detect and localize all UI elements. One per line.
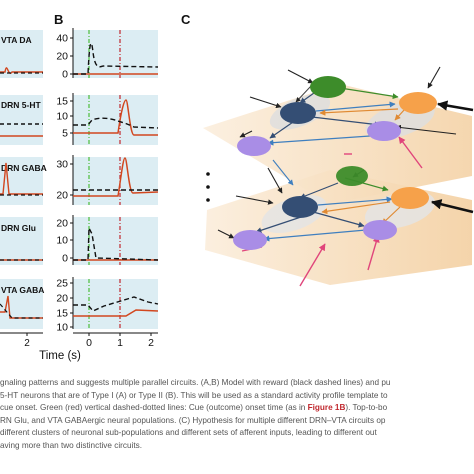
b-ytick-label: 30 bbox=[56, 159, 68, 171]
caption-line-3b: ). Top-to-bo bbox=[345, 403, 388, 412]
a-label-drn-5ht: DRN 5-HT bbox=[1, 100, 41, 110]
b-ytick-label: 5 bbox=[62, 128, 68, 140]
node-green-bottom bbox=[336, 166, 368, 186]
node-orange-top bbox=[399, 92, 437, 114]
b-ytick-label: 15 bbox=[56, 96, 68, 108]
a-panel-drn-glu bbox=[0, 217, 43, 265]
ellipsis-dot bbox=[206, 198, 210, 202]
a-label-drn-glu: DRN Glu bbox=[1, 223, 36, 233]
x-axis-title: Time (s) bbox=[39, 350, 81, 362]
column-b: 40 20 0 15 10 5 30 20 20 10 0 25 20 15 10 0 1 2 Time (s) bbox=[39, 28, 159, 362]
caption-line-2: 5-HT neurons that are of Type I (A) or T… bbox=[0, 390, 388, 400]
b-ytick-label: 20 bbox=[56, 51, 68, 63]
b-ytick-label: 15 bbox=[56, 308, 68, 320]
node-purple-bottom-right bbox=[363, 220, 397, 240]
b-panel-bg-2 bbox=[73, 95, 158, 145]
b-ytick-label: 40 bbox=[56, 33, 68, 45]
b-panel-bg-4 bbox=[73, 217, 158, 265]
b-ytick-label: 20 bbox=[56, 293, 68, 305]
bottom-plane bbox=[205, 170, 472, 285]
caption-line-6: aving more than two distinctive circuits… bbox=[0, 440, 142, 450]
b-ytick-label: 10 bbox=[56, 322, 68, 334]
a-label-drn-gaba: DRN GABA bbox=[1, 163, 47, 173]
b-solid-trace-5 bbox=[73, 309, 159, 317]
b-dashed-trace-1 bbox=[73, 42, 159, 75]
node-green-top bbox=[310, 76, 346, 98]
node-navy-bottom bbox=[282, 196, 318, 218]
node-purple-top-right bbox=[367, 121, 401, 141]
b-ytick-label: 25 bbox=[56, 278, 68, 290]
b-ytick-label: 0 bbox=[62, 69, 68, 81]
caption-line-1: gnaling patterns and suggests multiple p… bbox=[0, 378, 391, 387]
b-ytick-label: 10 bbox=[56, 111, 68, 123]
a-trace-vta-da bbox=[0, 67, 43, 74]
circuit-diagram bbox=[203, 66, 474, 287]
b-panel-bg-5 bbox=[73, 279, 158, 329]
a-xtick-2: 2 bbox=[24, 338, 30, 349]
ellipsis-dot bbox=[206, 185, 210, 189]
node-orange-bottom bbox=[391, 187, 429, 209]
node-purple-bottom-left bbox=[233, 230, 267, 250]
b-xtick-label: 1 bbox=[117, 337, 123, 349]
b-dashed-trace-2 bbox=[73, 117, 159, 129]
column-a: VTA DA DRN 5-HT DRN GABA DRN Glu VTA GAB… bbox=[0, 30, 47, 349]
node-navy-top bbox=[280, 102, 316, 124]
panel-label-b: B bbox=[54, 12, 63, 27]
caption-line-3a: cue onset. Green (red) vertical dashed-d… bbox=[0, 403, 308, 412]
b-xtick-label: 0 bbox=[86, 337, 92, 349]
caption-line-5: different clusters of neuronal sub-popul… bbox=[0, 428, 377, 437]
b-dashed-trace-5 bbox=[73, 296, 159, 312]
b-panel-bg-1 bbox=[73, 30, 158, 78]
panel-label-c: C bbox=[181, 12, 191, 27]
b-ytick-label: 0 bbox=[62, 253, 68, 265]
b-panel-bg-3 bbox=[73, 157, 158, 205]
a-label-vta-da: VTA DA bbox=[1, 35, 32, 45]
ellipsis-dot bbox=[206, 172, 210, 176]
figure-ref-link[interactable]: Figure 1B bbox=[307, 403, 346, 412]
b-ytick-label: 20 bbox=[56, 218, 68, 230]
b-ytick-label: 10 bbox=[56, 235, 68, 247]
b-xtick-label: 2 bbox=[148, 337, 154, 349]
b-solid-trace-3 bbox=[73, 157, 159, 197]
caption-line-3: cue onset. Green (red) vertical dashed-d… bbox=[0, 402, 474, 414]
a-label-vta-gaba: VTA GABA bbox=[1, 285, 44, 295]
b-ytick-label: 20 bbox=[56, 190, 68, 202]
node-purple-top-left bbox=[237, 136, 271, 156]
caption-line-4: RN Glu, and VTA GABAergic neural populat… bbox=[0, 415, 386, 425]
